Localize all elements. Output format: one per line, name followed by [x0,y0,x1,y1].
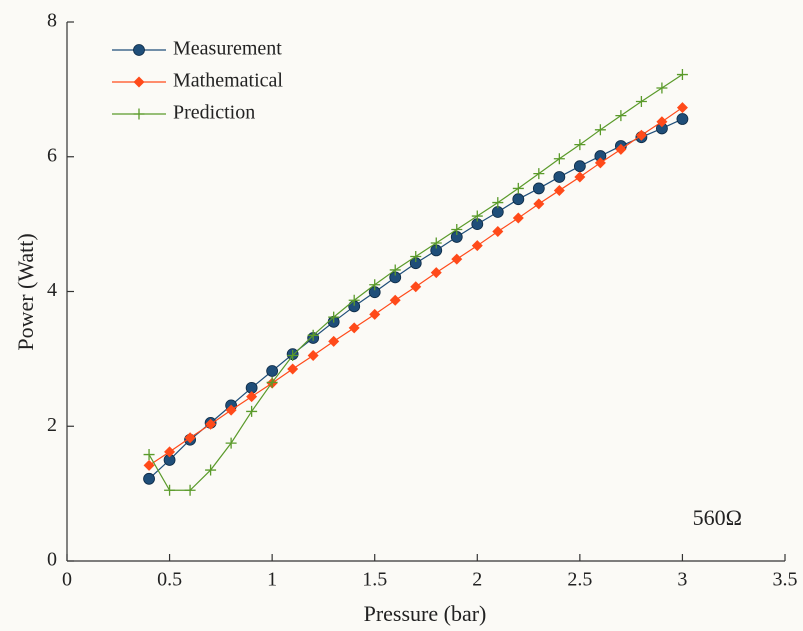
y-tick-label: 0 [47,549,57,571]
y-tick-label: 2 [47,414,57,436]
x-tick-label: 3.5 [773,569,798,591]
x-tick-label: 1.5 [362,569,387,591]
page: {"chart_data": { "type": "line", "x_labe… [0,0,803,631]
data-point [574,161,585,172]
x-tick-label: 2.5 [567,569,592,591]
legend-label: Measurement [173,38,282,60]
legend-label: Prediction [173,102,255,124]
y-tick-label: 4 [47,279,57,301]
x-tick-label: 2 [472,569,482,591]
x-tick-label: 0.5 [157,569,182,591]
annotation: 560Ω [693,505,742,530]
legend-marker [134,45,145,56]
background [0,0,803,631]
x-tick-label: 3 [677,569,687,591]
x-axis-label: Pressure (bar) [364,601,487,626]
y-tick-label: 8 [47,10,57,32]
x-tick-label: 1 [267,569,277,591]
data-point [533,183,544,194]
x-tick-label: 0 [62,569,72,591]
data-point [492,206,503,217]
data-point [144,473,155,484]
data-point [267,366,278,377]
data-point [554,171,565,182]
data-point [513,194,524,205]
y-tick-label: 6 [47,144,57,166]
y-axis-label: Power (Watt) [13,233,38,350]
data-point [677,114,688,125]
legend-label: Mathematical [173,70,283,92]
chart: Pressure (bar) Power (Watt) 560Ω 0 2 4 6 8 0 0… [0,0,803,631]
